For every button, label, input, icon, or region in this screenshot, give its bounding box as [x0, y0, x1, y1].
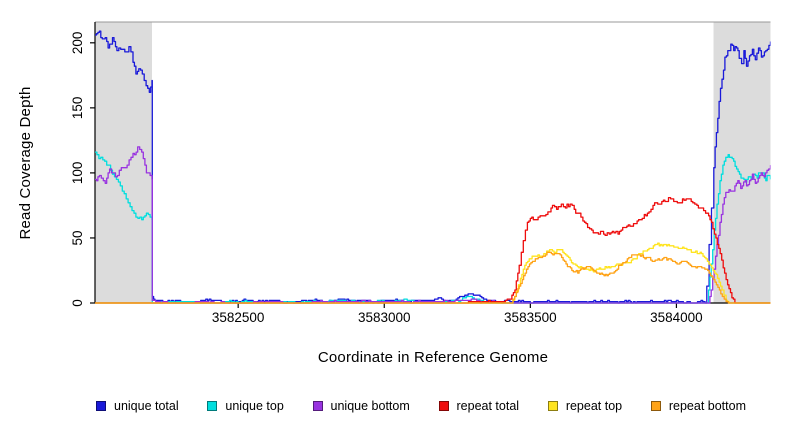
unique-bottom-swatch-icon [312, 401, 323, 411]
legend-item-repeat-total: repeat total [438, 399, 520, 413]
x-tick-label: 3584000 [650, 310, 703, 325]
legend-label: unique bottom [330, 399, 410, 413]
y-tick-label: 0 [70, 299, 85, 307]
left-gray-band [95, 22, 152, 303]
unique-top-swatch-icon [207, 401, 218, 411]
repeat-bottom-swatch-icon [650, 401, 661, 411]
series-line-unique-total [95, 30, 771, 304]
y-tick-label: 150 [70, 97, 85, 120]
legend-item-repeat-top: repeat top [547, 399, 623, 413]
series-line-repeat-bottom [95, 251, 771, 304]
y-tick-label: 100 [70, 162, 85, 185]
legend-label: repeat top [565, 399, 623, 413]
series-line-repeat-top [95, 242, 771, 304]
legend-label: unique total [114, 399, 179, 413]
legend-item-repeat-bottom: repeat bottom [650, 399, 746, 413]
y-tick-label: 50 [70, 230, 85, 245]
legend-label: unique top [225, 399, 284, 413]
right-gray-band [713, 22, 771, 303]
unique-total-swatch-icon [96, 401, 106, 411]
legend: unique total unique top unique bottom re… [96, 399, 746, 413]
series-line-unique-bottom [95, 146, 771, 304]
series-line-unique-top [95, 151, 771, 304]
series-line-repeat-total [95, 196, 771, 304]
x-tick-label: 3583500 [504, 310, 557, 325]
y-axis-title: Read Coverage Depth [17, 86, 34, 240]
legend-label: repeat bottom [668, 399, 746, 413]
legend-label: repeat total [456, 399, 520, 413]
x-axis-title: Coordinate in Reference Genome [317, 349, 549, 366]
repeat-total-swatch-icon [438, 401, 449, 411]
x-tick-label: 3583000 [358, 310, 411, 325]
x-tick-label: 3582500 [212, 310, 265, 325]
y-tick-label: 200 [70, 32, 85, 55]
legend-item-unique-total: unique total [96, 399, 179, 413]
repeat-top-swatch-icon [547, 401, 558, 411]
legend-item-unique-top: unique top [207, 399, 284, 413]
legend-item-unique-bottom: unique bottom [312, 399, 410, 413]
